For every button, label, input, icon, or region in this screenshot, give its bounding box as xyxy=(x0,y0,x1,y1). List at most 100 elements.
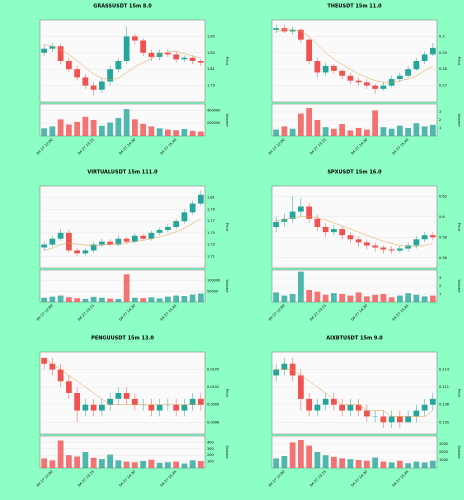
y-tick-label: 1.79 xyxy=(207,207,215,211)
volume-bar xyxy=(123,109,130,136)
candle-body xyxy=(140,235,147,239)
candle-body xyxy=(388,249,395,251)
candle-body xyxy=(273,369,280,376)
candle-body xyxy=(339,70,346,76)
candle-body xyxy=(140,40,147,53)
volume-bar xyxy=(98,459,105,468)
volume-bar xyxy=(322,455,329,468)
volume-bar xyxy=(421,296,428,302)
volume-bar xyxy=(405,463,412,468)
volume-bar xyxy=(115,460,122,468)
volume-bar xyxy=(330,128,337,136)
y-tick-label: 1.75 xyxy=(207,231,215,235)
candle-body xyxy=(355,404,362,411)
volume-bar xyxy=(405,128,412,136)
volume-bar xyxy=(429,124,436,136)
x-tick-label: 04-27 13:15 xyxy=(309,304,327,322)
x-tick-label: 04-27 14:30 xyxy=(350,304,368,322)
x-tick-label: 04-27 15:45 xyxy=(160,470,178,488)
candle-body xyxy=(372,85,379,89)
volume-bar xyxy=(306,290,313,302)
volume-bar xyxy=(82,116,89,136)
volume-bar xyxy=(273,458,280,468)
volume-bar xyxy=(189,460,196,468)
volume-bar xyxy=(41,297,48,302)
y-tick-label: 0.3 xyxy=(439,34,445,38)
candle-body xyxy=(131,36,138,41)
candle-body xyxy=(41,357,48,364)
volume-bar xyxy=(74,121,81,136)
volume-bar xyxy=(429,295,436,302)
candle-body xyxy=(82,404,89,411)
volume-bar xyxy=(57,119,64,136)
moving-average xyxy=(44,44,201,81)
x-tick-label: 04-27 15:45 xyxy=(392,470,410,488)
candle-body xyxy=(74,69,81,78)
volume-bar xyxy=(57,440,64,468)
y-axis-label: Price xyxy=(225,223,229,232)
x-tick-label: 04-27 13:15 xyxy=(309,138,327,156)
candle-body xyxy=(314,218,321,227)
y-tick-label: 2 xyxy=(439,118,441,122)
y-tick-label: 100000 xyxy=(207,279,220,283)
candle-body xyxy=(189,203,196,213)
candle-body xyxy=(148,52,155,57)
volume-bar xyxy=(181,128,188,136)
volume-bar xyxy=(173,461,180,468)
volume-bar xyxy=(131,297,138,302)
candle-body xyxy=(107,69,114,82)
volume-bar xyxy=(339,458,346,468)
volume-bar xyxy=(65,297,72,302)
candle-body xyxy=(347,235,354,240)
candle-body xyxy=(306,39,313,61)
candle-body xyxy=(189,57,196,61)
volume-bar xyxy=(306,445,313,468)
volume-axis-label: Volume xyxy=(225,279,229,292)
y-tick-label: 200 xyxy=(207,453,214,457)
volume-bar xyxy=(380,461,387,468)
candle-body xyxy=(98,81,105,90)
volume-bar xyxy=(140,460,147,468)
candle-body xyxy=(41,244,48,248)
candle-body xyxy=(388,416,395,423)
y-tick-label: 0.0102 xyxy=(207,385,219,389)
y-tick-label: 0.0105 xyxy=(207,368,219,372)
y-axis-label: Price xyxy=(225,57,229,66)
y-tick-label: 200000 xyxy=(207,121,220,125)
y-tick-label: 0.114 xyxy=(439,368,450,372)
candle-body xyxy=(57,46,64,61)
x-tick-label: 04-27 15:45 xyxy=(392,138,410,156)
candle-body xyxy=(156,404,163,411)
candle-body xyxy=(396,416,403,423)
y-tick-label: 1.85 xyxy=(207,34,215,38)
x-tick-label: 04-27 14:30 xyxy=(118,138,136,156)
volume-bar xyxy=(339,124,346,136)
candle-body xyxy=(115,61,122,70)
volume-bar xyxy=(74,456,81,468)
price-panel xyxy=(271,185,438,269)
x-tick-label: 04-27 15:45 xyxy=(392,304,410,322)
volume-bar xyxy=(330,293,337,302)
volume-bar xyxy=(41,128,48,136)
x-tick-label: 04-27 14:30 xyxy=(350,470,368,488)
volume-bar xyxy=(355,128,362,136)
volume-bar xyxy=(181,463,188,468)
volume-bar xyxy=(164,462,171,468)
volume-bar xyxy=(148,459,155,468)
volume-bar xyxy=(322,294,329,302)
candle-body xyxy=(421,235,428,240)
volume-bar xyxy=(49,296,56,302)
candle-body xyxy=(123,393,130,399)
volume-axis-label: Volume xyxy=(457,113,461,126)
volume-bar xyxy=(181,296,188,302)
candle-body xyxy=(65,381,72,393)
candle-body xyxy=(173,404,180,411)
candle-body xyxy=(396,75,403,80)
volume-bar xyxy=(405,293,412,302)
volume-bar xyxy=(107,454,114,468)
candle-body xyxy=(380,85,387,89)
volume-bar xyxy=(90,457,97,468)
volume-bar xyxy=(115,299,122,302)
volume-bar xyxy=(396,460,403,468)
y-tick-label: 400000 xyxy=(207,108,220,112)
